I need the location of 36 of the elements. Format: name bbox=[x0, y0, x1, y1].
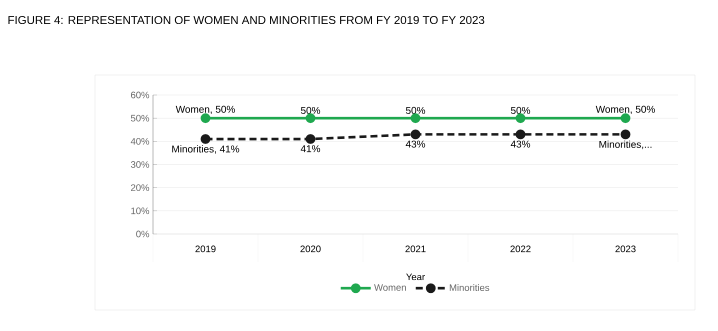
data-label: Women, 50% bbox=[596, 106, 655, 114]
y-tick-label: 40% bbox=[130, 138, 150, 145]
point bbox=[620, 113, 630, 124]
point bbox=[306, 134, 316, 144]
data-label: 41% bbox=[300, 145, 320, 152]
x-tick-label: 2019 bbox=[195, 246, 216, 252]
point bbox=[200, 113, 210, 124]
y-tick-label: 30% bbox=[130, 161, 150, 168]
y-tick-label: 10% bbox=[131, 207, 150, 214]
point bbox=[410, 129, 420, 140]
data-label: Minorities,... bbox=[599, 140, 652, 150]
data-label: Minorities, 41% bbox=[172, 145, 240, 154]
point bbox=[620, 129, 630, 140]
data-label: 43% bbox=[510, 140, 530, 148]
data-label: 50% bbox=[300, 106, 320, 114]
point bbox=[410, 113, 420, 124]
y-tick-label: 60% bbox=[131, 92, 150, 98]
y-tick-label: 0% bbox=[136, 230, 150, 238]
point bbox=[306, 113, 316, 124]
y-tick-label: 20% bbox=[131, 184, 150, 192]
x-tick-label: 2021 bbox=[405, 246, 426, 252]
x-tick-label: 2023 bbox=[615, 246, 636, 252]
data-label: 50% bbox=[510, 106, 530, 114]
legend-label: Women bbox=[374, 284, 406, 291]
x-tick-label: 2022 bbox=[510, 246, 531, 252]
chart-title: FIGURE 4: REPRESENTATION OF WOMEN AND MINORITIES FROM FY 2019 TO FY 2023 bbox=[8, 16, 484, 24]
point bbox=[200, 134, 210, 144]
x-tick-label: 2020 bbox=[300, 246, 321, 252]
point bbox=[516, 129, 526, 140]
data-label: 43% bbox=[406, 140, 426, 148]
legend-label: Minorities bbox=[450, 284, 490, 292]
data-label: 50% bbox=[406, 106, 426, 114]
data-label: Women, 50% bbox=[176, 106, 235, 114]
point bbox=[516, 113, 526, 124]
x-axis-title: Year bbox=[406, 274, 425, 280]
y-tick-label: 50% bbox=[130, 114, 150, 122]
